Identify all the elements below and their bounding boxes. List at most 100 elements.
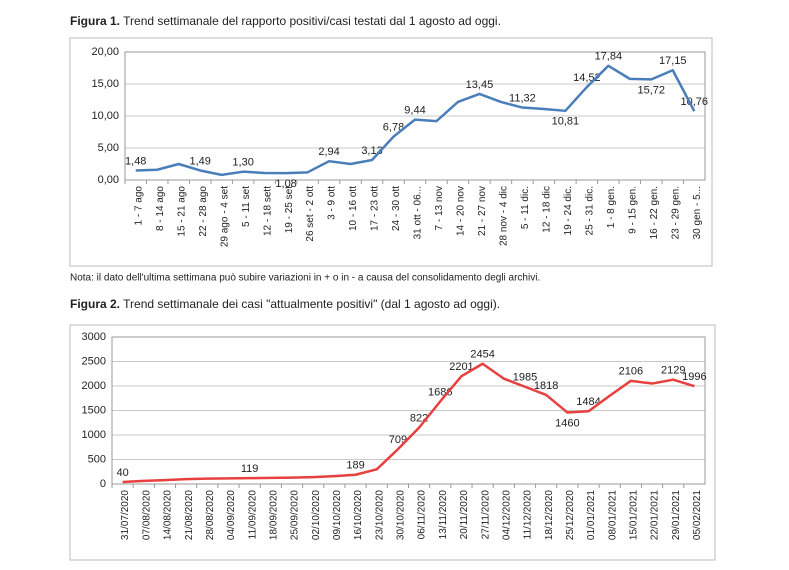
data-line — [122, 362, 695, 484]
data-label: 1996 — [682, 371, 706, 383]
data-label: 189 — [346, 460, 364, 472]
y-tick-label: 10,00 — [91, 110, 119, 122]
x-tick-label: 08/01/2021 — [607, 490, 618, 540]
x-tick-label: 31 ott - 06... — [413, 186, 424, 239]
y-tick-label: 1000 — [82, 429, 106, 441]
x-tick-label: 19 - 25 set — [284, 186, 295, 233]
x-tick-label: 26 set - 2 ott — [305, 186, 316, 242]
x-tick-label: 05/02/2021 — [692, 490, 703, 540]
data-label: 2,94 — [318, 146, 339, 158]
data-label: 2129 — [661, 365, 685, 377]
x-tick-label: 8 - 14 ago — [155, 186, 166, 231]
data-label: 10,81 — [552, 116, 580, 128]
x-tick-label: 22 - 28 ago — [198, 186, 209, 237]
data-label: 10,76 — [680, 96, 708, 108]
data-label: 2201 — [449, 361, 473, 373]
x-tick-label: 10 - 16 ott — [348, 186, 359, 231]
x-tick-label: 01/01/2021 — [586, 490, 597, 540]
data-label: 1,49 — [189, 155, 210, 167]
x-tick-label: 13/11/2020 — [438, 490, 449, 540]
x-tick-label: 12 - 18 sett — [262, 186, 273, 236]
x-tick-label: 09/10/2020 — [332, 490, 343, 540]
x-tick-label: 16 - 22 gen. — [649, 186, 660, 239]
caption-label: Figura 2. — [70, 297, 120, 311]
x-tick-label: 1 - 8 gen. — [606, 186, 617, 228]
data-label: 15,72 — [638, 84, 666, 96]
data-label: 6,78 — [383, 122, 404, 134]
x-tick-label: 07/08/2020 — [141, 490, 152, 540]
x-tick-label: 7 - 13 nov — [434, 186, 445, 230]
x-tick-label: 21 - 27 nov — [477, 186, 488, 236]
y-tick-label: 3000 — [82, 331, 106, 343]
x-tick-label: 28 nov - 4 dic — [499, 186, 510, 246]
x-tick-label: 19 - 24 dic. — [563, 186, 574, 235]
x-tick-label: 22/01/2021 — [650, 490, 661, 540]
caption-label: Figura 1. — [70, 14, 120, 28]
caption-text: Trend settimanale del rapporto positivi/… — [123, 14, 501, 28]
x-tick-label: 14/08/2020 — [163, 490, 174, 540]
x-tick-label: 3 - 9 ott — [327, 186, 338, 220]
data-label: 9,44 — [404, 104, 425, 116]
x-tick-label: 12 - 18 dic — [542, 186, 553, 233]
x-tick-label: 9 - 15 gen. — [627, 186, 638, 234]
x-tick-label: 16/10/2020 — [353, 490, 364, 540]
x-tick-label: 06/11/2020 — [417, 490, 428, 540]
chart-frame — [69, 324, 716, 561]
chart-frame — [69, 37, 713, 267]
y-tick-label: 5,00 — [98, 142, 119, 154]
x-tick-label: 15 - 21 ago — [176, 186, 187, 237]
y-tick-label: 2500 — [82, 355, 106, 367]
data-label: 1818 — [534, 380, 558, 392]
x-tick-label: 5 - 11 set — [241, 186, 252, 227]
y-tick-label: 0,00 — [98, 174, 119, 186]
x-tick-label: 31/07/2020 — [120, 490, 131, 540]
x-tick-label: 29 ago - 4 set — [219, 186, 230, 247]
x-tick-label: 17 - 23 ott — [370, 186, 381, 231]
x-tick-label: 18/09/2020 — [268, 490, 279, 540]
x-tick-label: 02/10/2020 — [311, 490, 322, 540]
data-label: 1460 — [555, 417, 579, 429]
x-tick-label: 30 gen - 5... — [692, 186, 703, 239]
data-label: 17,15 — [659, 55, 687, 67]
caption-2: Figura 2. Trend settimanale dei casi "at… — [70, 297, 500, 311]
x-tick-label: 20/11/2020 — [459, 490, 470, 540]
caption-text: Trend settimanale dei casi "attualmente … — [123, 297, 500, 311]
data-label: 1985 — [513, 372, 537, 384]
data-label: 1484 — [576, 396, 600, 408]
x-tick-label: 04/12/2020 — [501, 490, 512, 540]
data-label: 2106 — [619, 366, 643, 378]
x-tick-label: 25/12/2020 — [565, 490, 576, 540]
y-tick-label: 20,00 — [91, 46, 119, 58]
data-label: 1,48 — [125, 155, 146, 167]
x-tick-label: 29/01/2021 — [671, 490, 682, 540]
plot-border — [124, 51, 706, 181]
x-tick-label: 21/08/2020 — [184, 490, 195, 540]
x-tick-label: 11/12/2020 — [523, 490, 534, 540]
y-tick-label: 0 — [100, 478, 106, 490]
x-tick-label: 28/08/2020 — [205, 490, 216, 540]
y-tick-label: 500 — [88, 453, 106, 465]
x-tick-label: 14 - 20 nov — [456, 186, 467, 236]
data-label: 1,30 — [232, 157, 253, 169]
x-tick-label: 5 - 11 dic. — [520, 186, 531, 229]
note: Nota: il dato dell'ultima settimana può … — [70, 273, 540, 284]
data-label: 11,32 — [509, 92, 536, 104]
x-tick-label: 24 - 30 ott — [391, 186, 402, 231]
data-line — [135, 64, 696, 177]
data-label: 1,08 — [275, 178, 296, 190]
y-tick-label: 15,00 — [91, 78, 119, 90]
data-label: 2454 — [470, 349, 494, 361]
caption-1: Figura 1. Trend settimanale del rapporto… — [70, 14, 501, 28]
x-tick-label: 25 - 31 dic. — [584, 186, 595, 235]
y-tick-label: 2000 — [82, 380, 106, 392]
x-tick-label: 11/09/2020 — [247, 490, 258, 540]
data-label: 40 — [116, 467, 128, 479]
data-label: 17,84 — [595, 51, 623, 63]
x-tick-label: 25/09/2020 — [290, 490, 301, 540]
x-tick-label: 15/01/2021 — [629, 490, 640, 540]
data-label: 119 — [241, 463, 259, 475]
x-tick-label: 04/09/2020 — [226, 490, 237, 540]
x-tick-label: 23 - 29 gen. — [670, 186, 681, 239]
